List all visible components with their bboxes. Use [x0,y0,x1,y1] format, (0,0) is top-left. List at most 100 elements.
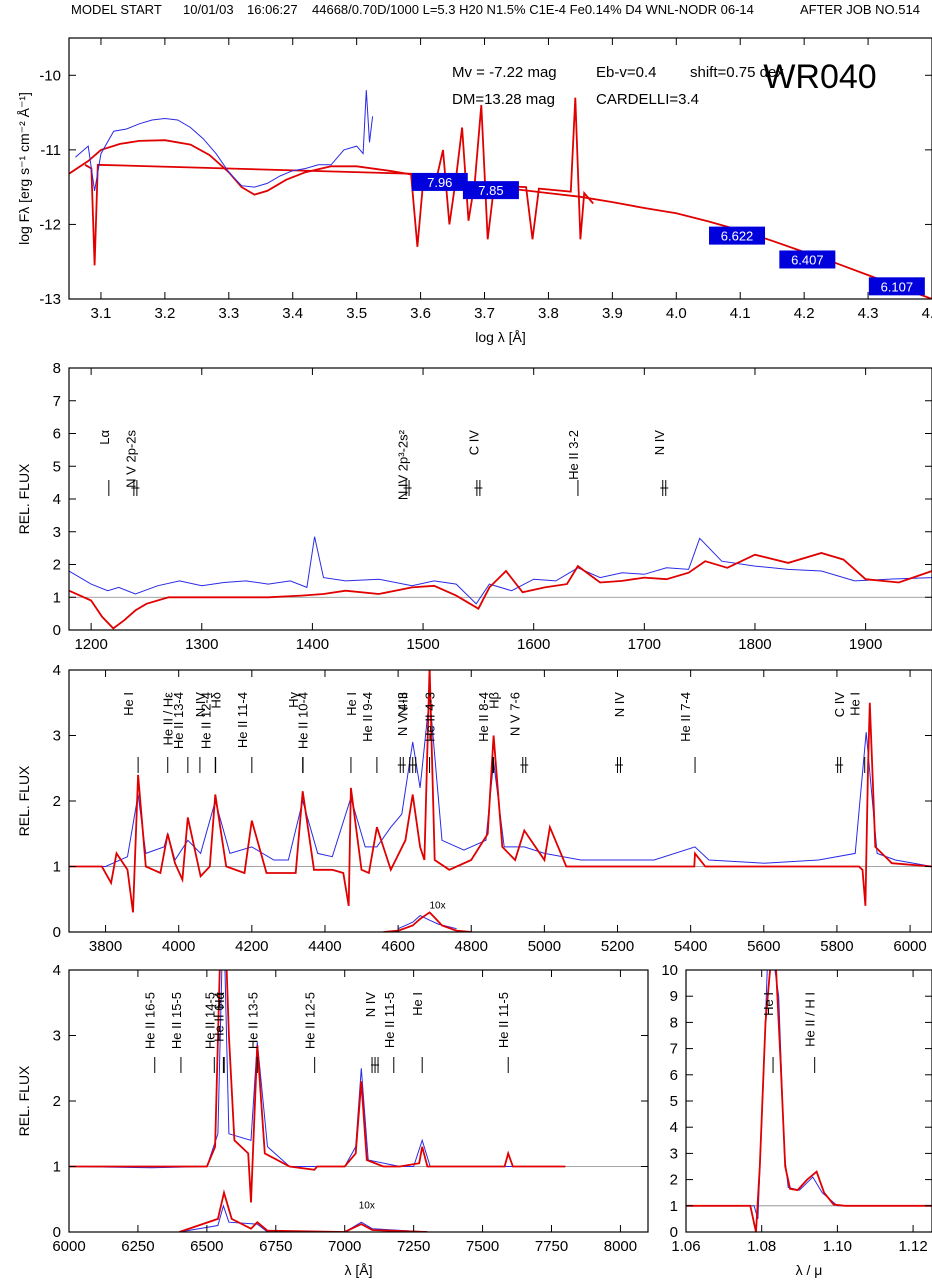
optical-line-id-label: He II 4-3 [423,692,438,742]
optical-xtick-label: 4400 [308,938,341,955]
uv-line-id-label: C IV [466,430,481,456]
ir-ytick-label: 2 [670,1172,678,1189]
sed-ytick-label: -13 [39,291,61,308]
sed-frame [68,37,932,300]
ir-ytick-label: 1 [670,1198,678,1215]
shift-label: shift=0.75 dex [690,64,784,81]
red-xlabel: λ [Å] [344,1262,372,1278]
ir-line-id-label: He I [761,992,776,1016]
uv-ytick-label: 8 [53,360,61,377]
page-header: MODEL START 10/01/03 16:06:27 44668/0.70… [0,0,932,24]
uv-ytick-label: 1 [53,589,61,606]
uv-frame [68,367,932,631]
red-ytick-label: 1 [53,1159,61,1176]
sed-ytick-label: -11 [40,142,61,159]
uv-series-observed [69,536,932,605]
cardelli-label: CARDELLI=3.4 [596,91,699,108]
optical-inset-label: 10x [429,900,445,911]
red-ylabel: REL. FLUX [16,1065,32,1136]
optical-ytick-label: 3 [53,728,61,745]
optical-line-id-label: N IV [193,692,208,718]
optical-line-id-label: He I [848,692,863,716]
photometry-label: 6.107 [881,279,914,294]
header-after-job: AFTER JOB NO.514 [800,2,920,17]
red-ytick-label: 2 [53,1093,61,1110]
red-line-id-label: He I [410,992,425,1016]
optical-ytick-label: 0 [53,924,61,941]
uv-line-id-label: N V 2p-2s [123,430,138,488]
optical-xtick-label: 6000 [893,938,926,955]
photometry-label: 6.622 [721,229,754,244]
sed-xtick-label: 4.1 [730,305,751,322]
sed-xtick-label: 4.3 [858,305,879,322]
red-ytick-label: 0 [53,1224,61,1241]
ir-xlabel: λ / μ [796,1262,823,1278]
sed-ytick-label: -12 [39,216,61,233]
optical-ytick-label: 4 [53,662,61,679]
optical-line-id-label: He II 13-4 [171,692,186,749]
red-ytick-label: 4 [53,962,61,979]
uv-ytick-label: 6 [53,426,61,443]
red-xtick-label: 7000 [328,1238,361,1255]
ir-xtick-label: 1.10 [823,1238,852,1255]
sed-xlabel: log λ [Å] [475,329,526,345]
ir-ytick-label: 8 [670,1014,678,1031]
optical-series-model-10x [383,911,472,932]
optical-line-id-label: He I [344,692,359,716]
optical-line-id-label: N III [396,692,411,716]
sed-xtick-label: 3.2 [154,305,175,322]
red-line-id-label: He II 14-5 [202,992,217,1049]
optical-xtick-label: 5000 [528,938,561,955]
sed-ytick-label: -10 [39,67,61,84]
optical-xtick-label: 5400 [674,938,707,955]
photometry-box [868,277,925,296]
red-line-id-label: Hα [212,992,227,1009]
sed-xtick-label: 4.4 [922,305,932,322]
sed-series-observed [75,90,374,191]
red-line-id-label: N IV [363,992,378,1018]
red-xtick-label: 6000 [52,1238,85,1255]
uv-line-id-label: Lα [97,430,112,445]
uv-ytick-label: 3 [53,524,61,541]
ir-ytick-label: 9 [670,988,678,1005]
optical-line-id-label: He II / Hε [161,692,176,746]
red-xtick-label: 8000 [604,1238,637,1255]
uv-ylabel: REL. FLUX [16,463,32,534]
uv-ytick-label: 7 [53,393,61,410]
red-xtick-label: 7500 [466,1238,499,1255]
sed-ylabel: log Fλ [erg s⁻¹ cm⁻² Å⁻¹] [16,92,32,245]
red-line-id-label: He II 13-5 [245,992,260,1049]
ir-ytick-label: 10 [661,962,678,979]
sed-xtick-label: 3.8 [538,305,559,322]
uv-xtick-label: 1700 [628,636,661,653]
optical-xtick-label: 3800 [89,938,122,955]
sed-xtick-label: 3.1 [91,305,112,322]
header-model-id: 44668/0.70D/1000 L=5.3 H20 N1.5% C1E-4 F… [312,2,754,17]
optical-xtick-label: 5600 [747,938,780,955]
red-line-id-label: He II 11-5 [382,992,397,1048]
optical-line-id-label: C IV [832,692,847,718]
uv-xtick-label: 1900 [849,636,882,653]
red-xtick-label: 6750 [259,1238,292,1255]
red-line-id-label: He II 11-5 [496,992,511,1048]
optical-line-id-label: He II 12-4 [198,692,213,749]
sed-series-model-lines [84,97,594,266]
dm-label: DM=13.28 mag [452,91,555,108]
optical-xtick-label: 4800 [455,938,488,955]
uv-line-id-label: N IV [652,430,667,456]
uv-ytick-label: 2 [53,557,61,574]
ir-xtick-label: 1.12 [898,1238,927,1255]
sed-series-model [69,139,932,299]
optical-series-model [69,670,932,913]
uv-ytick-label: 0 [53,622,61,639]
uv-ytick-label: 4 [53,491,61,508]
sed-xtick-label: 3.6 [410,305,431,322]
photometry-box [709,226,766,245]
uv-line-id-label: He II 3-2 [566,430,581,480]
ir-xtick-label: 1.08 [747,1238,776,1255]
photometry-box [462,181,519,200]
optical-line-id-label: Hβ [487,692,502,709]
ir-series-model [686,970,932,1232]
ir-line-id-label: He II / H I [803,992,818,1047]
